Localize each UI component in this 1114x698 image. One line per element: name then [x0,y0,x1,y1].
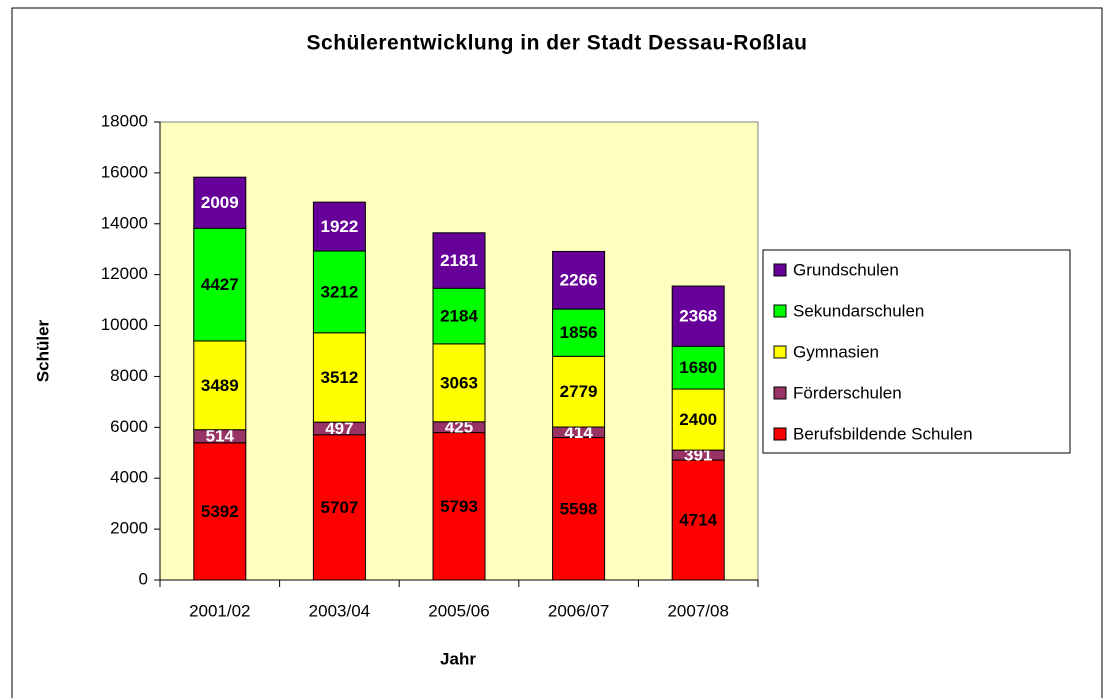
bar-segment [193,176,247,229]
legend-swatch [773,386,787,400]
data-label: 2368 [679,307,717,326]
legend-label: Förderschulen [793,383,902,402]
bar-segment [312,250,366,334]
data-label: 425 [445,418,473,437]
bar-segment [432,343,486,423]
x-axis-label: Jahr [440,649,476,668]
bar-segment [552,308,606,357]
data-label: 2009 [201,193,239,212]
legend-swatch [773,345,787,359]
bar-segment [193,442,247,581]
x-tick-label: 2007/08 [667,601,728,620]
data-label: 5707 [320,498,358,517]
data-label: 4714 [679,511,717,530]
legend-box [762,249,1071,454]
legend-label: Sekundarschulen [793,301,924,320]
legend-swatch [773,427,787,441]
y-tick-label: 0 [139,569,148,588]
bar-segment [432,232,486,289]
y-tick-label: 8000 [110,366,148,385]
data-label: 3212 [320,282,358,301]
y-tick-label: 14000 [101,213,148,232]
bar-segment [671,459,725,581]
data-label: 5598 [560,499,598,518]
x-tick-label: 2003/04 [309,601,370,620]
bar-segment [312,201,366,252]
legend-swatch [773,263,787,277]
bar-segment [552,250,606,310]
x-tick-label: 2006/07 [548,601,609,620]
y-tick-label: 10000 [101,315,148,334]
data-label: 2184 [440,307,478,326]
bar-segment [671,285,725,347]
bar-segment [671,388,725,451]
x-tick-label: 2001/02 [189,601,250,620]
data-label: 3489 [201,376,239,395]
y-tick-label: 12000 [101,264,148,283]
x-tick-label: 2005/06 [428,601,489,620]
data-label: 1856 [560,323,598,342]
bar-segment [552,355,606,428]
bar-segment [432,287,486,345]
data-label: 497 [325,419,353,438]
y-tick-label: 6000 [110,417,148,436]
data-label: 5392 [201,502,239,521]
chart-frame [11,7,1103,698]
y-tick-label: 4000 [110,468,148,487]
bar-segment [671,345,725,390]
data-label: 5793 [440,497,478,516]
data-label: 2779 [560,382,598,401]
data-label: 3063 [440,373,478,392]
bar-segment [193,340,247,431]
bar-segment [193,227,247,342]
legend-label: Berufsbildende Schulen [793,424,973,443]
y-axis-label: Schüler [33,319,52,382]
data-label: 2400 [679,410,717,429]
data-label: 1922 [320,217,358,236]
data-label: 414 [564,423,593,442]
legend-label: Gymnasien [793,342,879,361]
data-label: 2181 [440,251,478,270]
y-tick-label: 18000 [101,111,148,130]
y-tick-label: 16000 [101,162,148,181]
legend-label: Grundschulen [793,260,899,279]
y-tick-label: 2000 [110,519,148,538]
data-label: 1680 [679,358,717,377]
legend-swatch [773,304,787,318]
bar-segment [312,434,366,581]
data-label: 4427 [201,275,239,294]
data-label: 3512 [320,368,358,387]
chart-title: Schülerentwicklung in der Stadt Dessau-R… [307,32,808,55]
bar-segment [312,332,366,423]
data-label: 2266 [560,271,598,290]
data-label: 514 [206,427,235,446]
